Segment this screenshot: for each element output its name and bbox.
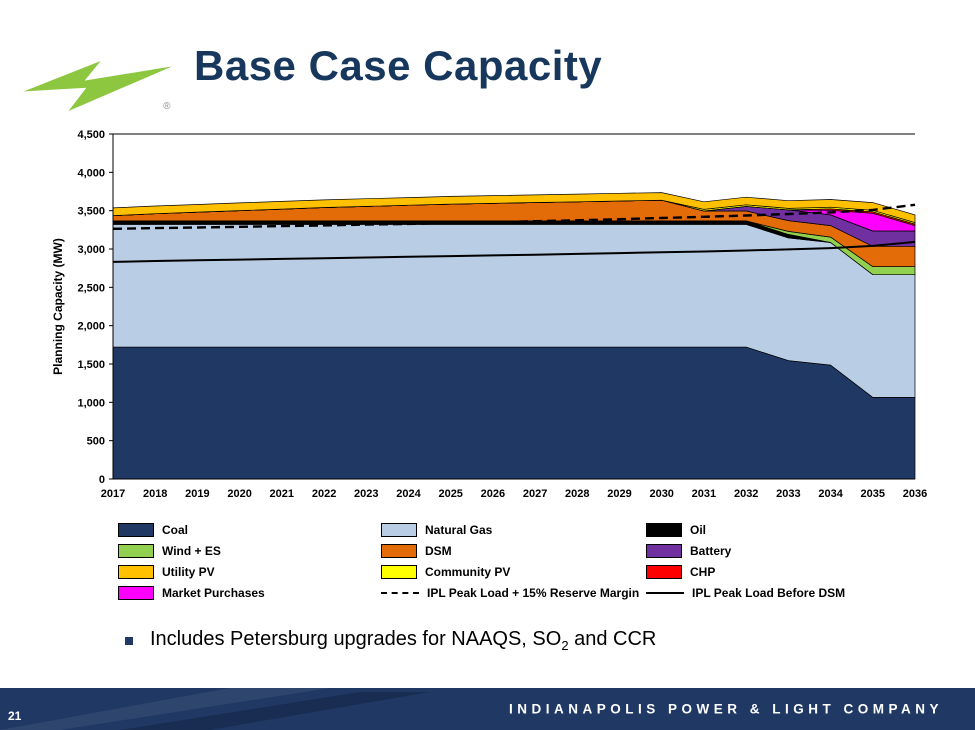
x-tick-label: 2026 xyxy=(481,488,505,500)
legend-item-utility-pv: Utility PV xyxy=(118,565,381,579)
x-tick-label: 2031 xyxy=(692,488,716,500)
legend-item-natural-gas: Natural Gas xyxy=(381,523,646,537)
x-tick-label: 2021 xyxy=(270,488,294,500)
legend-label: IPL Peak Load + 15% Reserve Margin xyxy=(427,586,640,600)
y-tick-label: 1,000 xyxy=(77,397,105,409)
legend-label: Community PV xyxy=(425,565,511,579)
bullet-row: Includes Petersburg upgrades for NAAQS, … xyxy=(125,628,656,653)
y-tick-label: 0 xyxy=(99,474,105,486)
capacity-chart: 0 500 1,000 1,500 2,000 2,500 3,000 3,500 4,000 4… xyxy=(28,120,938,520)
legend-item-coal: Coal xyxy=(118,523,381,537)
legend-label: Market Purchases xyxy=(162,586,265,600)
legend-swatch-ipl-peak-load-before-dsm xyxy=(646,592,684,594)
y-tick-label: 2,500 xyxy=(77,282,105,294)
legend-item-oil: Oil xyxy=(646,523,878,537)
legend-label: Utility PV xyxy=(162,565,215,579)
x-tick-label: 2019 xyxy=(185,488,209,500)
legend-label: Battery xyxy=(690,544,732,558)
x-tick-label: 2027 xyxy=(523,488,547,500)
legend-item-community-pv: Community PV xyxy=(381,565,646,579)
legend-label: Natural Gas xyxy=(425,523,493,537)
x-tick-label: 2024 xyxy=(396,488,421,500)
legend-swatch-market-purchases xyxy=(118,586,154,600)
legend-swatch-oil xyxy=(646,523,682,537)
y-tick-label: 4,000 xyxy=(77,167,105,179)
legend-item-wind-es: Wind + ES xyxy=(118,544,381,558)
legend-label: Coal xyxy=(162,523,189,537)
x-tick-label: 2023 xyxy=(354,488,378,500)
legend-label: CHP xyxy=(690,565,716,579)
x-tick-label: 2017 xyxy=(101,488,125,500)
y-tick-label: 1,500 xyxy=(77,359,105,371)
x-tick-label: 2032 xyxy=(734,488,758,500)
area-coal xyxy=(112,346,916,480)
page-title: Base Case Capacity xyxy=(194,42,603,89)
legend-item-dsm: DSM xyxy=(381,544,646,558)
x-tick-label: 2028 xyxy=(565,488,589,500)
legend-swatch-dsm xyxy=(381,544,417,558)
legend-item-ipl-peak-load-15-reserve-margin: IPL Peak Load + 15% Reserve Margin xyxy=(381,586,646,600)
lightning-bolt-icon xyxy=(23,60,173,112)
x-tick-label: 2022 xyxy=(312,488,336,500)
legend-label: IPL Peak Load Before DSM xyxy=(692,586,846,600)
registered-mark: ® xyxy=(163,101,171,112)
legend-swatch-natural-gas xyxy=(381,523,417,537)
y-axis-title: Planning Capacity (MW) xyxy=(51,238,65,375)
page-number: 21 xyxy=(8,709,22,723)
legend-swatch-wind-es xyxy=(118,544,154,558)
x-tick-label: 2036 xyxy=(903,488,927,500)
x-tick-label: 2020 xyxy=(227,488,251,500)
legend-swatch-coal xyxy=(118,523,154,537)
x-tick-label: 2033 xyxy=(776,488,800,500)
footer-swoosh-icon xyxy=(0,688,430,730)
legend-swatch-community-pv xyxy=(381,565,417,579)
y-tick-label: 4,500 xyxy=(77,129,105,141)
legend-label: Oil xyxy=(690,523,707,537)
line-ipl-peak-load-15-reserve-margin xyxy=(112,203,916,230)
x-tick-label: 2035 xyxy=(861,488,885,500)
y-tick-label: 3,000 xyxy=(77,244,105,256)
y-tick-label: 2,000 xyxy=(77,321,105,333)
bullet-marker-icon xyxy=(125,636,133,645)
capacity-chart-svg: 0 500 1,000 1,500 2,000 2,500 3,000 3,500 4,000 4… xyxy=(51,129,927,500)
legend-swatch-ipl-peak-load-15-reserve-margin xyxy=(381,592,419,594)
bullet-subscript: 2 xyxy=(561,638,569,653)
x-tick-label: 2025 xyxy=(438,488,462,500)
x-tick-label: 2030 xyxy=(649,488,673,500)
legend-item-market-purchases: Market Purchases xyxy=(118,586,381,600)
legend-swatch-chp xyxy=(646,565,682,579)
legend-item-battery: Battery xyxy=(646,544,878,558)
line-ipl-peak-load-before-dsm xyxy=(112,240,916,263)
y-tick-label: 500 xyxy=(87,436,105,448)
x-tick-label: 2029 xyxy=(607,488,631,500)
footer-bar: 21 INDIANAPOLIS POWER & LIGHT COMPANY xyxy=(0,688,975,730)
area-utility-pv xyxy=(112,192,916,224)
legend-item-chp: CHP xyxy=(646,565,878,579)
ipl-logo: ® xyxy=(23,60,173,112)
legend-label: Wind + ES xyxy=(162,544,221,558)
bullet-text-before: Includes Petersburg upgrades for NAAQS, … xyxy=(150,628,562,650)
footer-company-name: INDIANAPOLIS POWER & LIGHT COMPANY xyxy=(508,701,943,717)
legend-label: DSM xyxy=(425,544,452,558)
bullet-text-after: and CCR xyxy=(568,628,657,650)
legend-swatch-battery xyxy=(646,544,682,558)
legend-item-ipl-peak-load-before-dsm: IPL Peak Load Before DSM xyxy=(646,586,878,600)
legend-swatch-utility-pv xyxy=(118,565,154,579)
chart-legend: Coal Natural Gas Oil Wind + ES DSM Battery Uti… xyxy=(118,523,878,600)
bullet-text: Includes Petersburg upgrades for NAAQS, … xyxy=(150,628,656,653)
x-tick-label: 2034 xyxy=(818,488,843,500)
x-tick-label: 2018 xyxy=(143,488,167,500)
y-tick-label: 3,500 xyxy=(77,206,105,218)
